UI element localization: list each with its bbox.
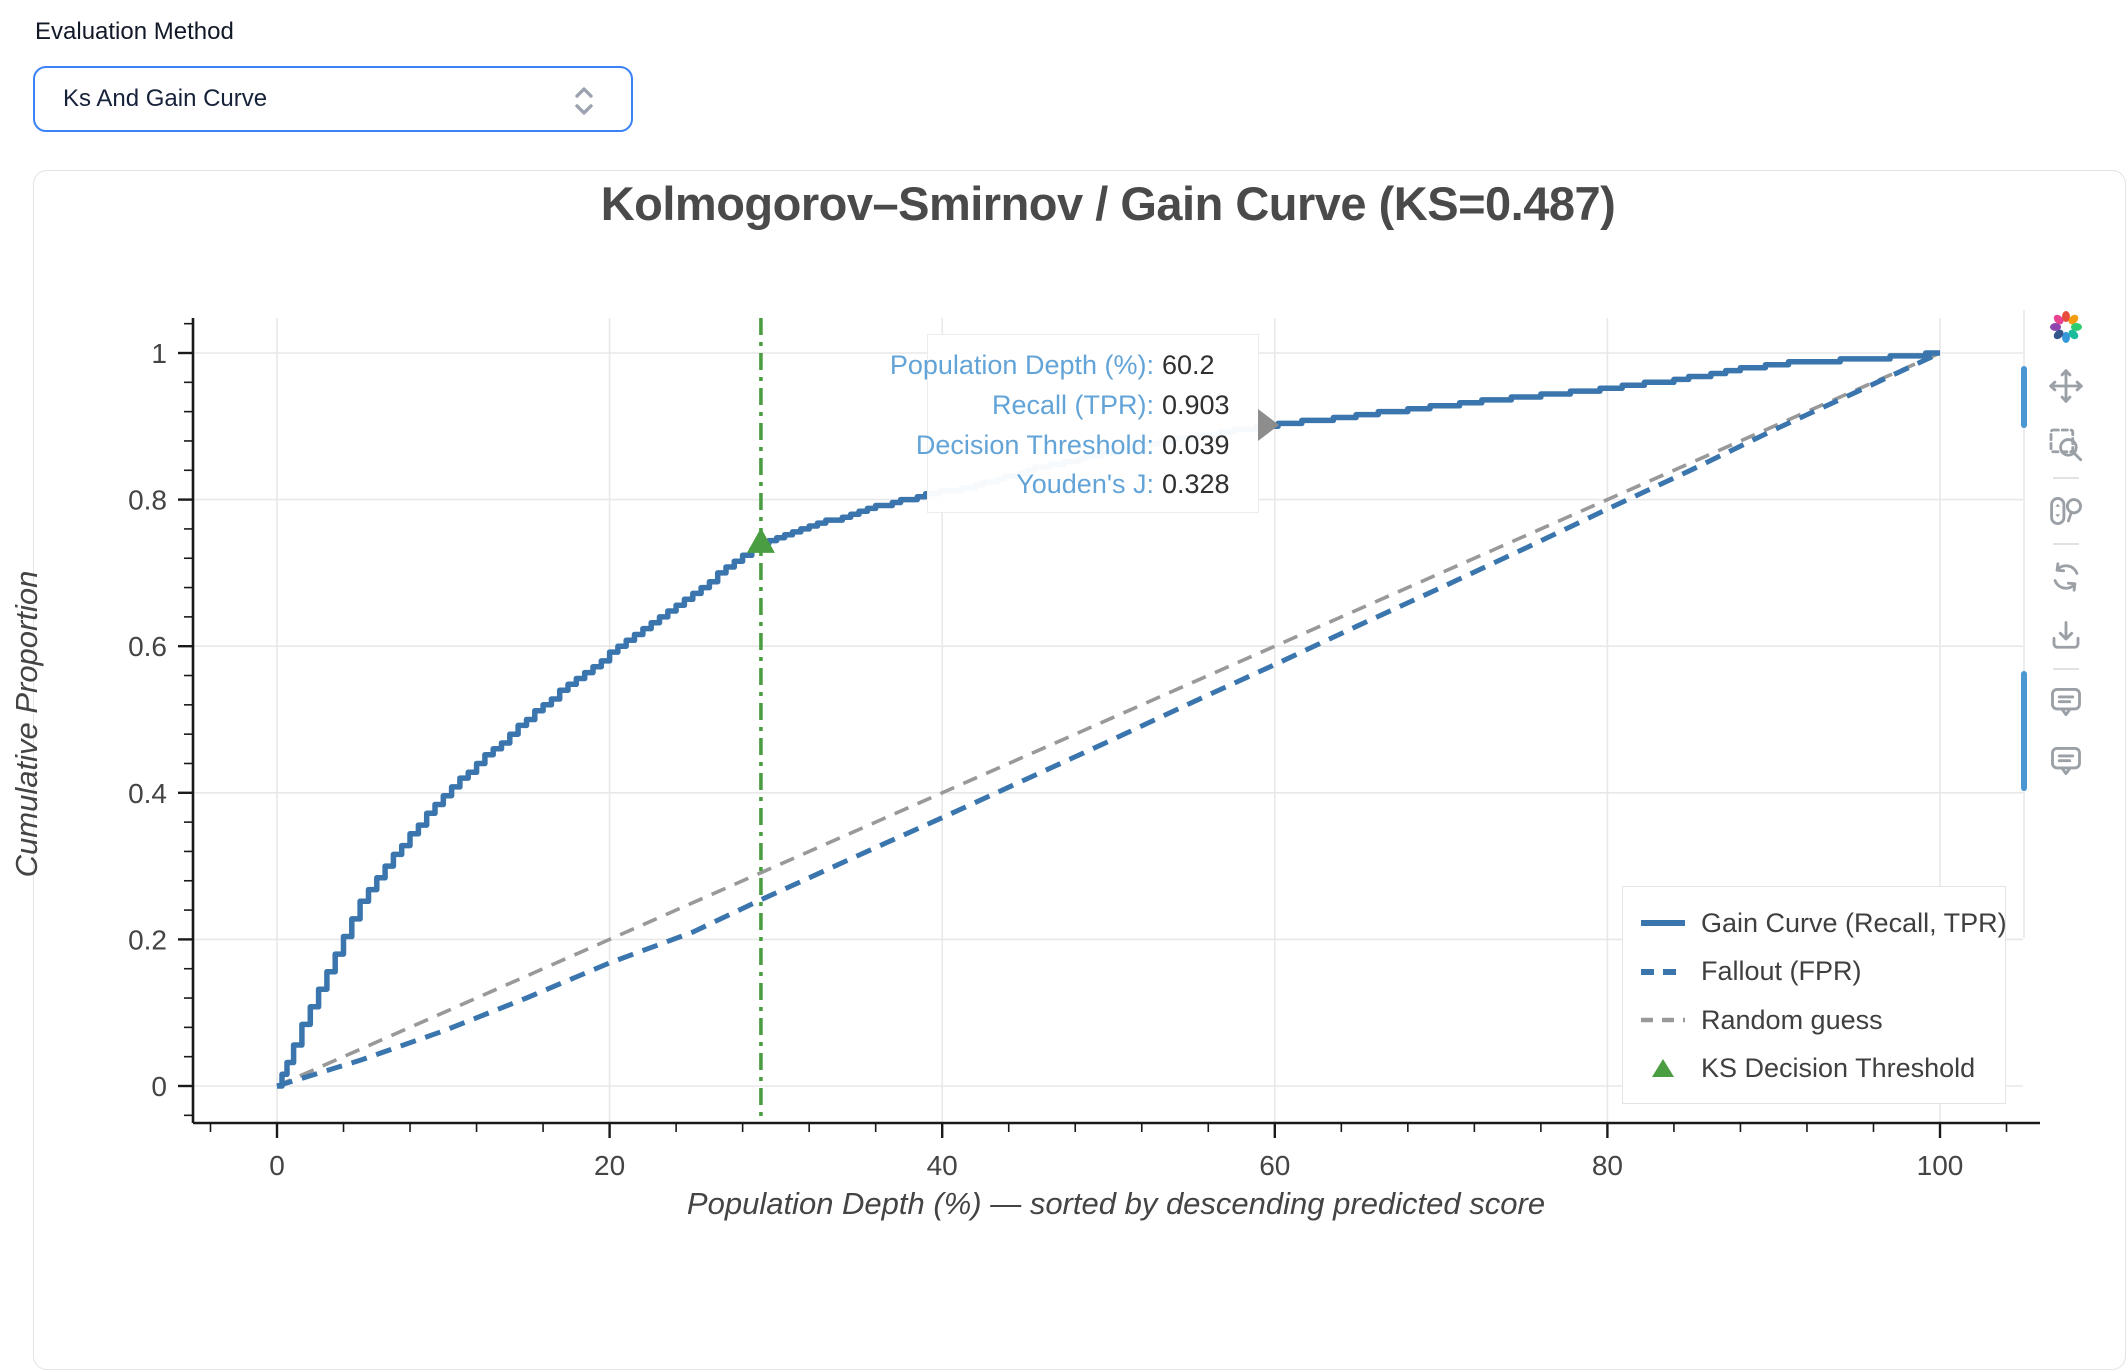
toggle-hover-closest-icon[interactable] bbox=[2047, 683, 2085, 721]
toggle-hover-compare-icon[interactable] bbox=[2047, 742, 2085, 780]
tooltip-caret-icon bbox=[1258, 409, 1279, 441]
ks-triangle-sample-icon bbox=[1639, 1056, 1687, 1082]
pan-icon[interactable] bbox=[2047, 367, 2085, 405]
legend-item-ks-threshold[interactable]: KS Decision Threshold bbox=[1639, 1053, 2005, 1084]
y-tick-label: 0.4 bbox=[128, 778, 167, 809]
chart-title: Kolmogorov–Smirnov / Gain Curve (KS=0.48… bbox=[600, 177, 1616, 230]
modebar bbox=[2038, 308, 2094, 780]
x-tick-label: 40 bbox=[927, 1150, 958, 1181]
legend-item-fallout[interactable]: Fallout (FPR) bbox=[1639, 956, 2005, 987]
modebar-divider bbox=[2053, 543, 2079, 545]
random-guess-line bbox=[276, 351, 1941, 1088]
box-zoom-icon[interactable] bbox=[2047, 426, 2085, 464]
ks-threshold-marker bbox=[746, 527, 775, 553]
legend: Gain Curve (Recall, TPR) Fallout (FPR) R… bbox=[1622, 886, 2007, 1104]
chevron-up-down-icon bbox=[567, 82, 601, 125]
evaluation-method-value: Ks And Gain Curve bbox=[63, 85, 268, 112]
y-tick-label: 0.2 bbox=[128, 924, 167, 955]
x-tick-label: 60 bbox=[1259, 1150, 1290, 1181]
tick-labels: 0 20 40 60 80 100 0 0.2 0.4 0.6 0.8 1 bbox=[128, 338, 1963, 1181]
modebar-active-indicator bbox=[2021, 366, 2027, 428]
reset-axes-icon[interactable] bbox=[2047, 558, 2085, 596]
tooltip-row: Youden's J: 0.328 bbox=[1016, 469, 1230, 500]
x-tick-label: 20 bbox=[594, 1150, 625, 1181]
modebar-scroll-track bbox=[2023, 310, 2025, 938]
fallout-fpr-line bbox=[276, 350, 1942, 1089]
hover-zoom-icon[interactable] bbox=[2047, 492, 2085, 530]
tooltip-row: Recall (TPR): 0.903 bbox=[991, 389, 1230, 420]
y-tick-label: 1 bbox=[151, 338, 167, 369]
gain-line-sample-icon bbox=[1639, 918, 1687, 928]
plotly-logo-icon[interactable] bbox=[2047, 308, 2085, 346]
legend-item-random-guess[interactable]: Random guess bbox=[1639, 1005, 2005, 1036]
modebar-active-indicator bbox=[2021, 671, 2027, 791]
evaluation-method-select[interactable]: Ks And Gain Curve bbox=[33, 66, 633, 132]
y-tick-label: 0.6 bbox=[128, 631, 167, 662]
tooltip-row: Decision Threshold: 0.039 bbox=[915, 429, 1230, 460]
x-axis-title: Population Depth (%) — sorted by descend… bbox=[686, 1186, 1546, 1221]
modebar-divider bbox=[2053, 668, 2079, 670]
download-plot-icon[interactable] bbox=[2047, 617, 2085, 655]
x-tick-label: 80 bbox=[1592, 1150, 1623, 1181]
legend-item-gain-curve[interactable]: Gain Curve (Recall, TPR) bbox=[1639, 908, 2007, 939]
x-tick-label: 100 bbox=[1917, 1150, 1964, 1181]
evaluation-method-label: Evaluation Method bbox=[35, 18, 234, 45]
x-tick-label: 0 bbox=[269, 1150, 285, 1181]
random-dash-sample-icon bbox=[1639, 1015, 1687, 1025]
modebar-divider bbox=[2053, 477, 2079, 479]
fallout-dash-sample-icon bbox=[1639, 967, 1687, 977]
y-tick-label: 0 bbox=[151, 1071, 167, 1102]
hover-tooltip: Population Depth (%): 60.2 Recall (TPR): 0… bbox=[889, 334, 1279, 513]
axes bbox=[178, 318, 2040, 1138]
tooltip-row: Population Depth (%): 60.2 bbox=[889, 350, 1215, 380]
y-tick-label: 0.8 bbox=[128, 485, 167, 516]
